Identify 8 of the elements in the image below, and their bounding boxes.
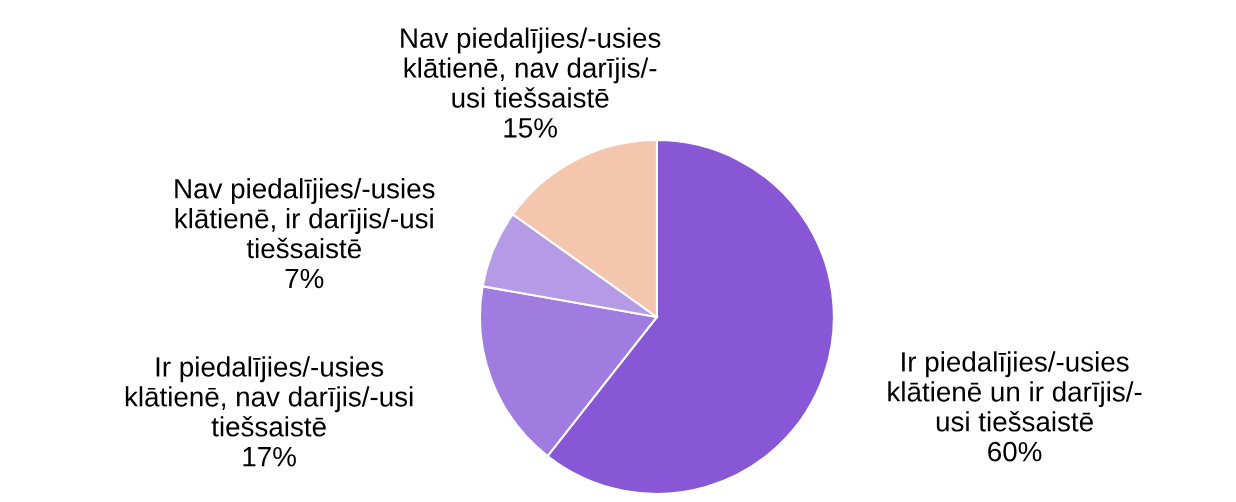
data-label: 7% [285, 268, 324, 289]
data-label: 17% [243, 446, 296, 467]
slice-label: Ir piedalījies/-usies klātienē, nav darījis/-usi tiešsaistē [125, 356, 413, 437]
slice-label: Nav piedalījies/-usies klātienē, nav darījis/- usi tiešsaistē [401, 27, 661, 108]
slice-label: Ir piedalījies/-usies klātienē un ir darījis/- usi tiešsaistē [888, 351, 1142, 432]
data-label: 60% [988, 441, 1042, 462]
data-label: 15% [504, 118, 557, 138]
slice-label: Nav piedalījies/-usies klātienē, ir darījis/-usi tiešsaistē [175, 178, 435, 259]
